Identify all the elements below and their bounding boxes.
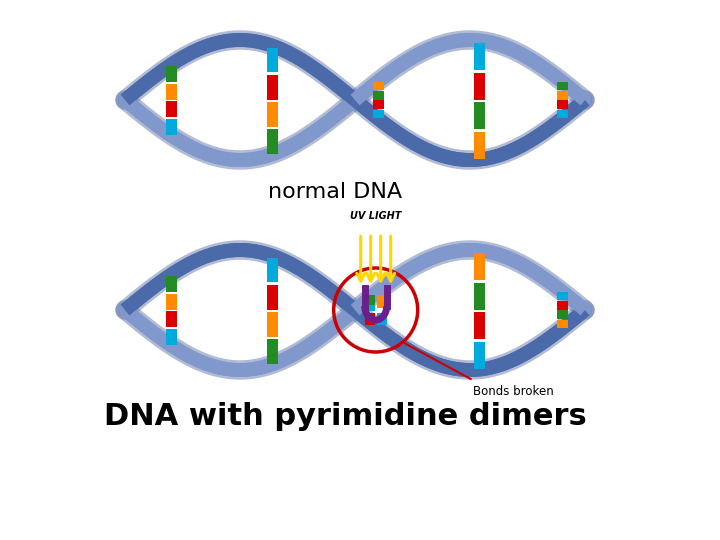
Bar xyxy=(557,310,567,319)
Bar xyxy=(377,295,387,308)
Bar xyxy=(266,285,278,309)
Bar xyxy=(372,91,384,99)
Bar xyxy=(266,75,278,99)
Bar xyxy=(166,119,176,135)
Text: normal DNA: normal DNA xyxy=(268,182,402,202)
Bar xyxy=(266,312,278,336)
Bar xyxy=(474,283,485,309)
Bar xyxy=(266,102,278,127)
Bar xyxy=(365,305,374,311)
Bar xyxy=(557,301,567,309)
Bar xyxy=(377,313,387,325)
Bar xyxy=(474,73,485,99)
Bar xyxy=(474,313,485,339)
Bar xyxy=(266,258,278,282)
Bar xyxy=(266,339,278,364)
Bar xyxy=(557,292,567,300)
Bar xyxy=(474,342,485,369)
Text: Bonds broken: Bonds broken xyxy=(473,385,554,398)
Bar xyxy=(372,82,384,90)
Bar xyxy=(365,313,374,325)
Bar xyxy=(557,320,567,328)
Bar xyxy=(557,91,567,99)
Bar xyxy=(474,132,485,159)
Text: UV LIGHT: UV LIGHT xyxy=(350,211,401,221)
Bar xyxy=(266,48,278,72)
Bar xyxy=(166,102,176,117)
Bar xyxy=(166,66,176,82)
Text: DNA with pyrimidine dimers: DNA with pyrimidine dimers xyxy=(104,402,586,431)
Bar xyxy=(557,100,567,109)
Bar xyxy=(166,311,176,327)
Bar xyxy=(266,130,278,154)
Bar xyxy=(557,82,567,90)
Bar xyxy=(474,103,485,129)
Bar xyxy=(166,329,176,345)
Bar xyxy=(474,253,485,280)
Bar xyxy=(365,295,374,308)
Bar xyxy=(166,294,176,309)
Bar xyxy=(474,43,485,70)
Bar xyxy=(166,84,176,99)
Bar xyxy=(557,110,567,118)
Bar xyxy=(372,100,384,109)
Bar xyxy=(166,276,176,292)
Bar xyxy=(372,110,384,118)
